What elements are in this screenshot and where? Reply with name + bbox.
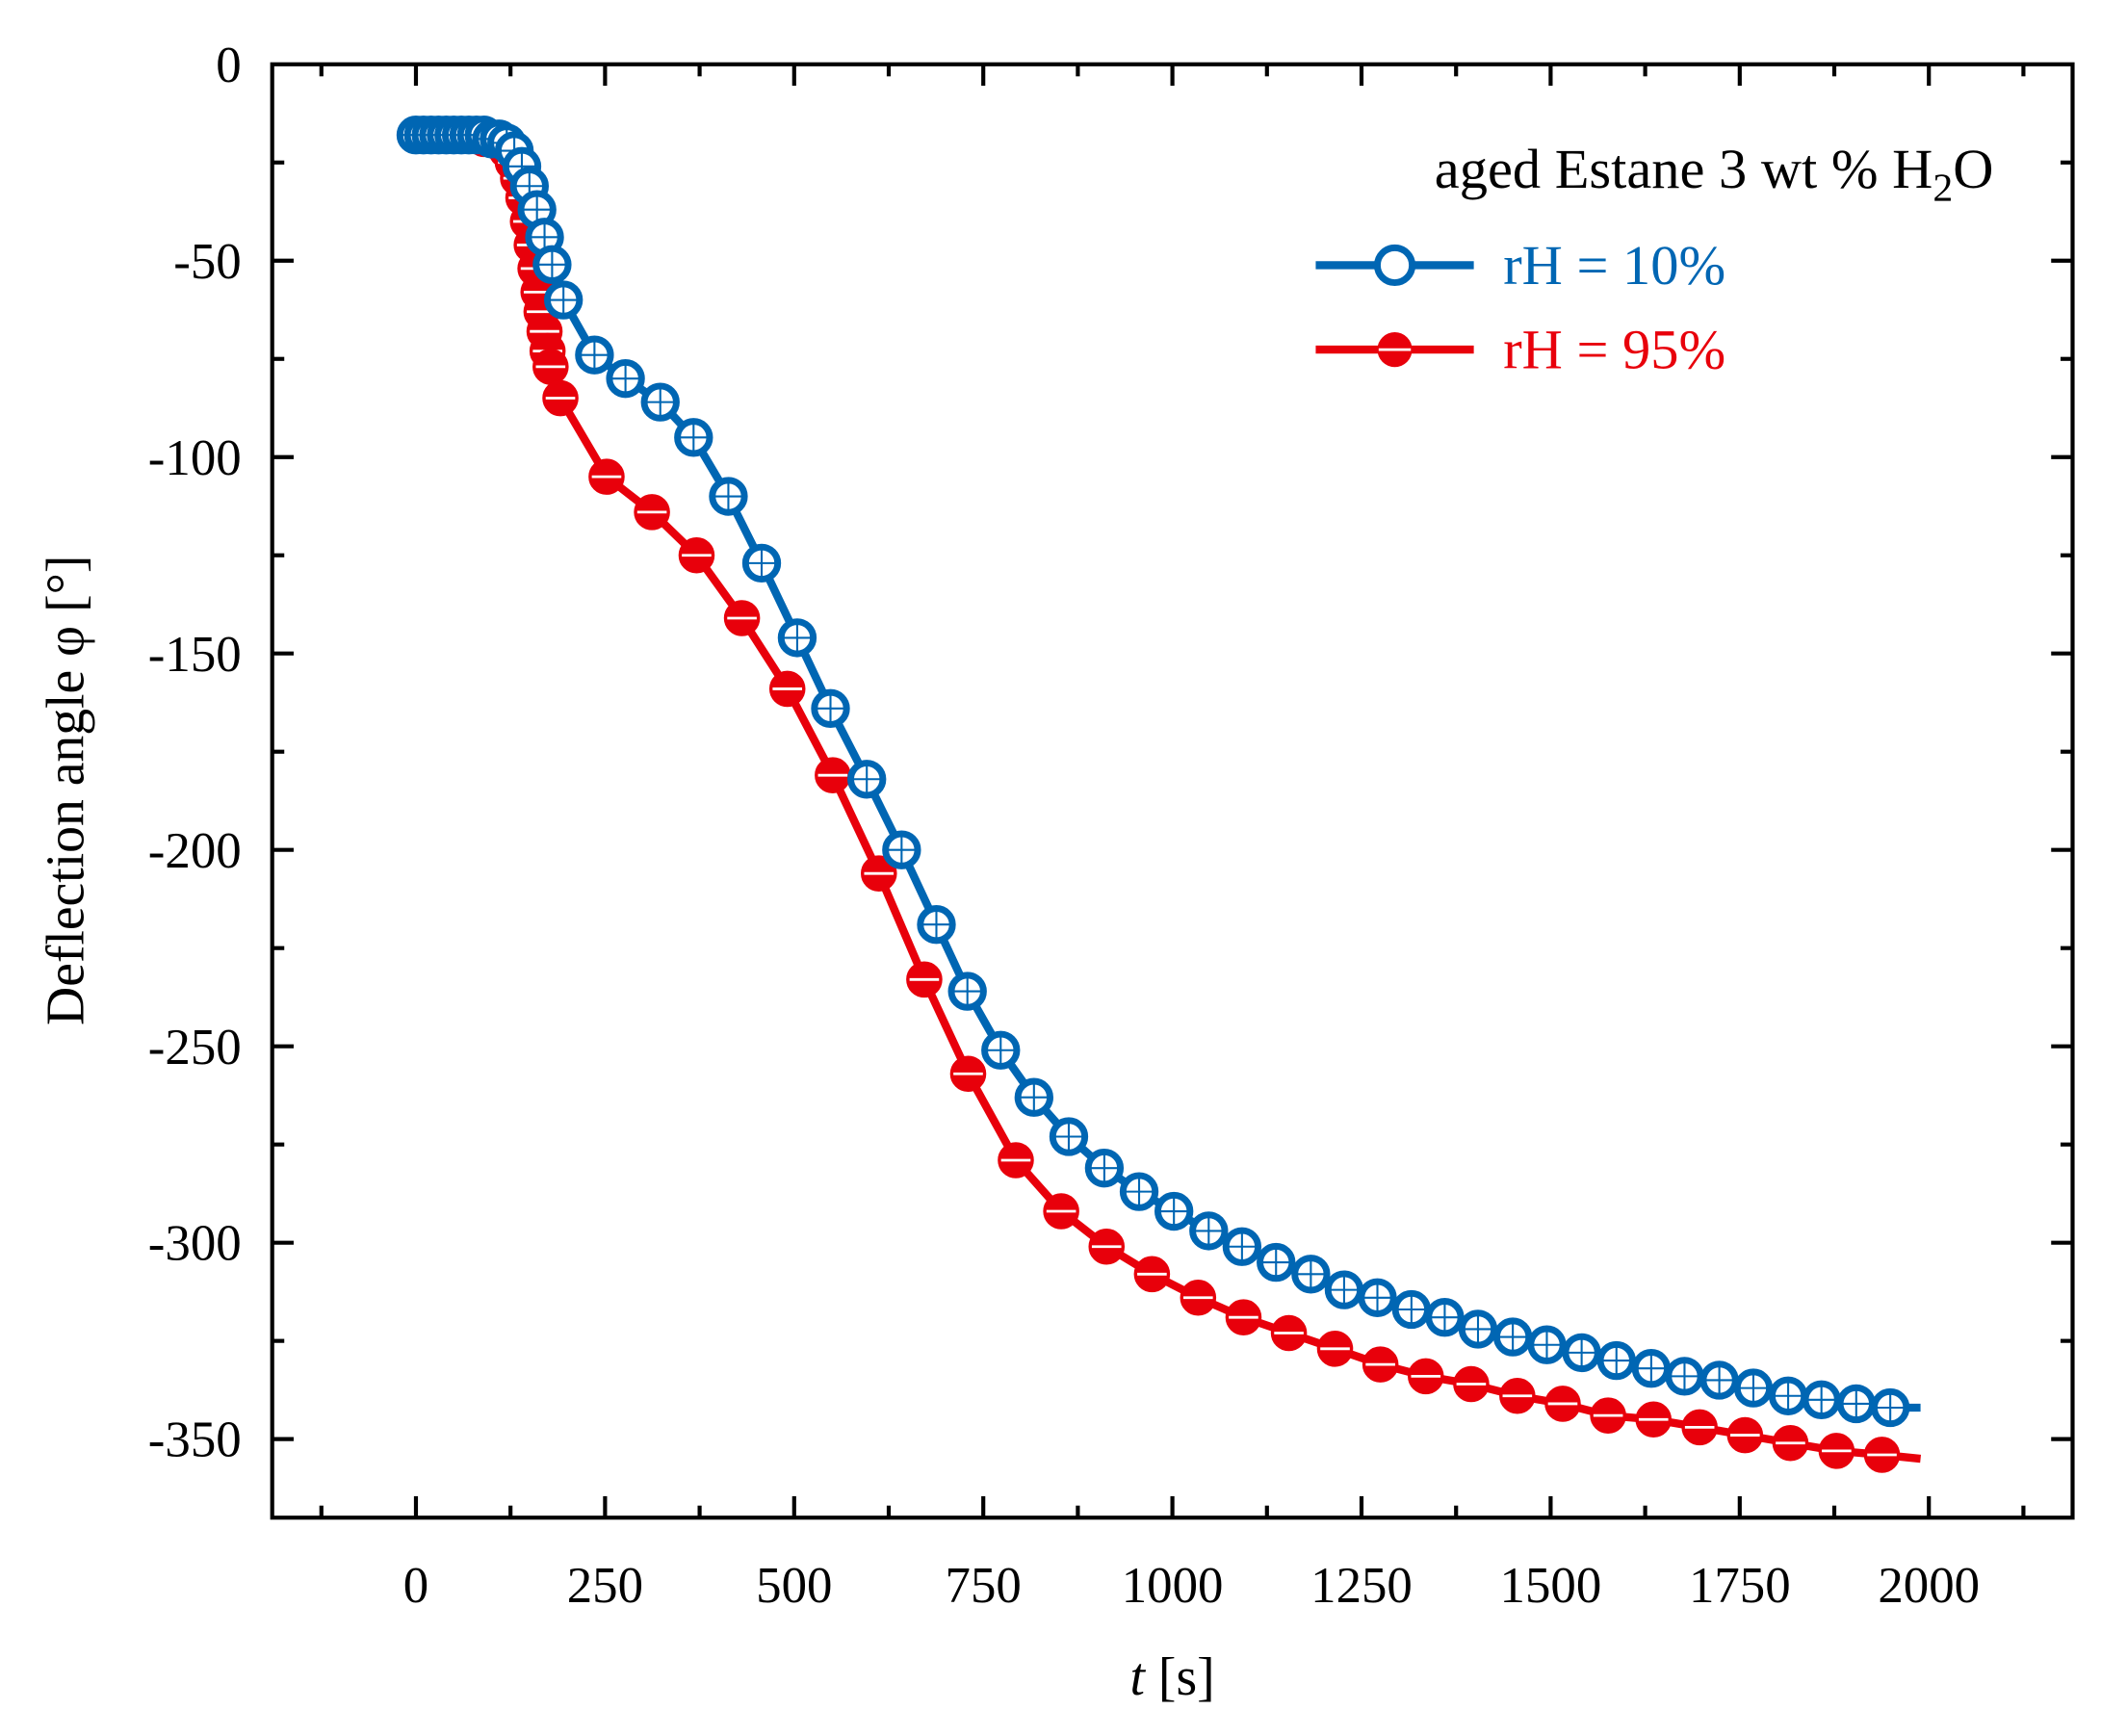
x-tick-label: 500 bbox=[756, 1558, 832, 1614]
y-tick-labels: 0 -50 -100 -150 -200 -250 -300 -350 bbox=[148, 38, 242, 1468]
legend-label: rH = 10% bbox=[1503, 234, 1725, 297]
legend-item: rH = 95% bbox=[1315, 319, 1725, 381]
y-tick-label: 0 bbox=[216, 38, 241, 93]
x-tick-label: 750 bbox=[946, 1558, 1022, 1614]
plot-frame bbox=[270, 62, 2075, 1520]
x-tick-labels: 0 250 500 750 1000 1250 1500 1750 2000 bbox=[403, 1558, 1980, 1614]
x-tick-label: 1750 bbox=[1689, 1558, 1791, 1614]
series-rh10 bbox=[396, 116, 1921, 1428]
y-tick-label: -300 bbox=[148, 1216, 242, 1272]
annotation-subscript: 2 bbox=[1932, 167, 1953, 211]
legend-marker bbox=[1373, 244, 1416, 287]
x-tick-label: 1500 bbox=[1500, 1558, 1602, 1614]
annotation-text-end: O bbox=[1953, 138, 1993, 200]
legend-label: rH = 95% bbox=[1503, 319, 1725, 381]
annotation-text: aged Estane 3 wt % H bbox=[1435, 138, 1933, 200]
y-tick-label: -350 bbox=[148, 1412, 242, 1468]
x-axis-label: t [s] bbox=[1130, 1647, 1215, 1707]
y-axis-label: Deflection angle φ [°] bbox=[37, 556, 96, 1025]
annotation: aged Estane 3 wt % H2O bbox=[1435, 138, 1994, 211]
y-tick-label: -150 bbox=[148, 627, 242, 683]
series-layer bbox=[396, 116, 1922, 1473]
y-tick-label: -250 bbox=[148, 1020, 242, 1075]
x-tick-label: 1250 bbox=[1310, 1558, 1413, 1614]
x-tick-label: 1000 bbox=[1122, 1558, 1224, 1614]
legend-item: rH = 10% bbox=[1315, 234, 1725, 297]
x-axis-label-unit: [s] bbox=[1158, 1647, 1215, 1707]
legend: rH = 10% rH = 95% bbox=[1315, 234, 1725, 381]
x-tick-label: 0 bbox=[403, 1558, 428, 1614]
y-tick-label: -200 bbox=[148, 823, 242, 879]
x-tick-label: 2000 bbox=[1878, 1558, 1980, 1614]
y-tick-label: -100 bbox=[148, 430, 242, 486]
y-tick-label: -50 bbox=[173, 234, 241, 290]
x-axis-label-var: t bbox=[1130, 1647, 1147, 1707]
x-tick-label: 250 bbox=[567, 1558, 643, 1614]
